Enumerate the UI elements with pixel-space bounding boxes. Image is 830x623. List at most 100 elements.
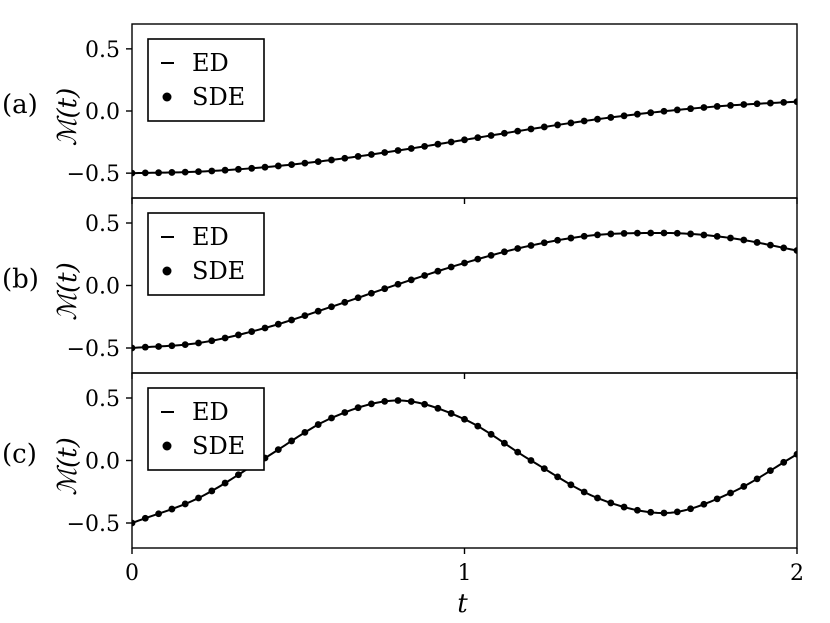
sde-point: [501, 248, 508, 256]
sde-point: [248, 328, 256, 335]
sde-point: [540, 465, 548, 472]
sde-point: [195, 168, 202, 176]
sde-point: [487, 430, 495, 438]
sde-point: [474, 422, 482, 430]
sde-point: [793, 450, 797, 458]
legend-marker-swatch: [162, 441, 172, 451]
legend-box: [147, 212, 265, 296]
sde-point: [700, 231, 708, 239]
sde-point: [168, 505, 176, 513]
sde-point: [594, 494, 601, 502]
y-tick-label: −0.5: [67, 337, 120, 362]
sde-point: [647, 229, 655, 237]
legend-label: ED: [192, 398, 229, 426]
sde-point: [314, 421, 322, 428]
sde-point: [607, 114, 615, 121]
sde-point: [421, 142, 428, 150]
y-tick-label: 0.0: [85, 450, 120, 475]
sde-point: [328, 156, 335, 164]
y-tick-label: 0.5: [85, 212, 120, 237]
sde-point: [780, 244, 788, 252]
sde-point: [261, 324, 269, 332]
sde-point: [501, 439, 508, 447]
sde-point: [713, 232, 721, 240]
sde-point: [580, 232, 588, 240]
sde-point: [381, 149, 389, 156]
y-tick-label: 0.0: [85, 100, 120, 125]
x-tick-label: 0: [125, 561, 139, 586]
sde-point: [168, 169, 176, 176]
sde-point: [607, 230, 615, 238]
sde-point: [208, 337, 216, 345]
y-tick-label: 0.5: [85, 387, 120, 412]
x-tick-label: 1: [458, 561, 472, 586]
sde-point: [594, 231, 601, 239]
sde-point: [660, 107, 668, 115]
sde-point: [793, 98, 797, 106]
sde-point: [434, 267, 442, 275]
sde-point: [567, 234, 575, 242]
sde-point: [554, 236, 561, 244]
sde-point: [647, 109, 655, 117]
legend-label: SDE: [192, 83, 245, 111]
sde-point: [221, 166, 229, 174]
sde-point: [301, 428, 309, 436]
sde-point: [501, 129, 508, 137]
sde-point: [261, 163, 269, 171]
sde-point: [580, 488, 588, 496]
sde-point: [634, 229, 641, 237]
sde-point: [660, 229, 668, 237]
sde-point: [248, 164, 256, 172]
legend-label: ED: [192, 49, 229, 77]
sde-point: [381, 285, 389, 293]
sde-point: [235, 471, 242, 479]
sde-point: [235, 331, 242, 339]
sde-point: [354, 153, 362, 160]
sde-point: [554, 473, 561, 481]
sde-point: [394, 397, 402, 404]
sde-point: [328, 303, 335, 311]
sde-point: [514, 448, 522, 456]
sde-point: [713, 495, 721, 503]
legend-marker-swatch: [162, 92, 172, 102]
panel-b: 0.5 0.0 −0.5 (b) ℳ(t) ED SDE: [2, 197, 798, 379]
sde-point: [274, 320, 282, 328]
sde-point: [368, 289, 375, 297]
panel-c: 0.5 0.0 −0.50 1 2 (c) ℳ(t) t ED SDE: [2, 372, 804, 619]
sde-point: [620, 112, 628, 120]
sde-point: [634, 110, 641, 118]
sde-point: [753, 475, 761, 483]
sde-point: [354, 294, 362, 302]
sde-point: [208, 487, 216, 495]
sde-point: [461, 259, 468, 267]
sde-point: [620, 503, 628, 511]
legend-box: [147, 387, 265, 471]
sde-point: [673, 229, 681, 237]
sde-point: [301, 312, 309, 320]
sde-point: [447, 263, 455, 271]
sde-point: [700, 104, 708, 111]
sde-point: [793, 247, 797, 254]
sde-point: [141, 514, 149, 522]
panel-a: 0.5 0.0 −0.5 (a) ℳ(t) ED SDE: [2, 23, 798, 204]
sde-point: [301, 159, 309, 167]
sde-point: [527, 242, 535, 249]
sde-point: [753, 100, 761, 108]
sde-point: [647, 508, 655, 516]
legend-label: ED: [192, 223, 229, 251]
sde-point: [740, 101, 748, 108]
sde-point: [141, 169, 149, 177]
sde-point: [767, 241, 774, 249]
sde-point: [328, 414, 335, 422]
sde-point: [713, 103, 721, 110]
sde-point: [740, 483, 748, 490]
sde-point: [474, 134, 482, 142]
sde-point: [141, 343, 149, 351]
sde-point: [753, 239, 761, 246]
sde-point: [447, 410, 455, 417]
sde-point: [288, 316, 295, 324]
y-axis-label: ℳ(t): [53, 88, 83, 147]
sde-point: [700, 500, 708, 508]
plot-area: [132, 98, 797, 177]
sde-point: [634, 506, 641, 514]
